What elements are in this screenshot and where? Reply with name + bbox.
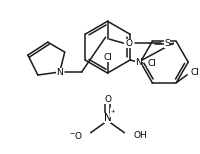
- Text: Cl: Cl: [191, 68, 200, 77]
- Text: $^{-}$O: $^{-}$O: [69, 130, 83, 141]
- Text: O: O: [126, 39, 133, 48]
- Text: Cl: Cl: [103, 53, 112, 62]
- Text: N: N: [104, 113, 111, 123]
- Text: $^{+}$: $^{+}$: [110, 108, 117, 117]
- Text: OH: OH: [133, 131, 147, 140]
- Text: O: O: [104, 95, 111, 104]
- Text: S: S: [164, 39, 170, 48]
- Text: N: N: [56, 67, 63, 77]
- Text: Cl: Cl: [147, 59, 156, 68]
- Text: N: N: [135, 58, 142, 67]
